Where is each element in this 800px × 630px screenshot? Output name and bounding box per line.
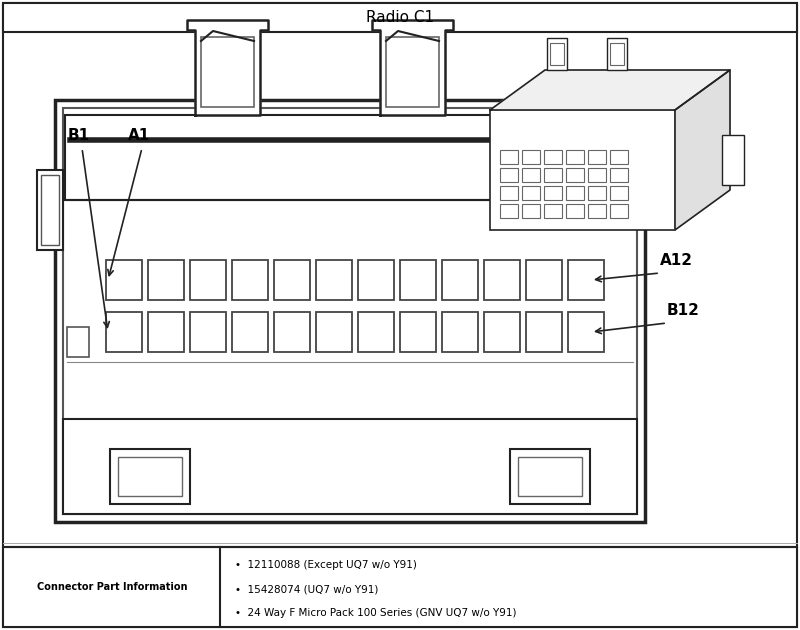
Bar — [568, 260, 604, 300]
Bar — [67, 327, 89, 357]
Bar — [518, 457, 582, 496]
Text: B12: B12 — [667, 303, 700, 318]
Bar — [500, 186, 518, 200]
Bar — [65, 115, 635, 200]
Text: A12: A12 — [660, 253, 693, 268]
Bar — [522, 186, 540, 200]
Bar — [484, 312, 520, 352]
Bar — [316, 260, 352, 300]
Bar — [110, 449, 190, 504]
Bar — [522, 204, 540, 218]
Bar — [148, 260, 184, 300]
Bar — [63, 419, 637, 514]
Bar — [722, 135, 744, 185]
Bar — [63, 108, 637, 514]
Text: B1: B1 — [68, 128, 90, 143]
Bar — [566, 204, 584, 218]
Polygon shape — [187, 20, 268, 115]
Text: •  15428074 (UQ7 w/o Y91): • 15428074 (UQ7 w/o Y91) — [235, 584, 378, 594]
Bar — [442, 260, 478, 300]
Bar — [568, 312, 604, 352]
Text: A1: A1 — [128, 128, 150, 143]
Bar — [500, 168, 518, 182]
Bar — [55, 100, 645, 522]
Bar — [526, 312, 562, 352]
Bar — [358, 260, 394, 300]
Bar — [148, 312, 184, 352]
Bar — [526, 260, 562, 300]
Bar — [610, 43, 624, 65]
Bar — [500, 150, 518, 164]
Bar — [610, 186, 628, 200]
Bar — [3, 547, 797, 627]
Bar — [610, 168, 628, 182]
Bar — [274, 260, 310, 300]
Polygon shape — [675, 70, 730, 230]
Bar — [201, 37, 254, 107]
Bar — [547, 38, 567, 70]
Bar — [190, 312, 226, 352]
Bar — [566, 168, 584, 182]
Bar — [41, 175, 59, 245]
Bar — [566, 150, 584, 164]
Polygon shape — [490, 70, 730, 110]
Bar — [607, 38, 627, 70]
Bar — [522, 150, 540, 164]
Bar — [190, 260, 226, 300]
Bar — [232, 260, 268, 300]
Bar — [400, 312, 436, 352]
Bar — [3, 3, 797, 32]
Bar — [386, 37, 439, 107]
Bar — [544, 150, 562, 164]
Bar — [588, 168, 606, 182]
Bar — [566, 186, 584, 200]
Text: •  24 Way F Micro Pack 100 Series (GNV UQ7 w/o Y91): • 24 Way F Micro Pack 100 Series (GNV UQ… — [235, 608, 517, 618]
Bar — [588, 186, 606, 200]
Bar — [635, 145, 663, 190]
Bar — [588, 204, 606, 218]
Bar — [106, 260, 142, 300]
Bar — [274, 312, 310, 352]
Bar — [550, 43, 564, 65]
Bar — [610, 204, 628, 218]
Bar — [484, 260, 520, 300]
Bar — [106, 312, 142, 352]
Bar — [500, 204, 518, 218]
Bar — [522, 168, 540, 182]
Text: Radio C1: Radio C1 — [366, 9, 434, 25]
Polygon shape — [372, 20, 453, 115]
Bar — [510, 449, 590, 504]
Bar — [316, 312, 352, 352]
Bar — [232, 312, 268, 352]
Bar — [610, 150, 628, 164]
Bar — [544, 168, 562, 182]
Bar — [588, 150, 606, 164]
Bar — [400, 260, 436, 300]
Bar — [358, 312, 394, 352]
Bar — [442, 312, 478, 352]
Text: •  12110088 (Except UQ7 w/o Y91): • 12110088 (Except UQ7 w/o Y91) — [235, 560, 417, 570]
Bar — [544, 186, 562, 200]
Bar — [37, 170, 63, 250]
Text: Connector Part Information: Connector Part Information — [37, 582, 187, 592]
Bar — [118, 457, 182, 496]
Bar — [490, 110, 675, 230]
Bar — [544, 204, 562, 218]
